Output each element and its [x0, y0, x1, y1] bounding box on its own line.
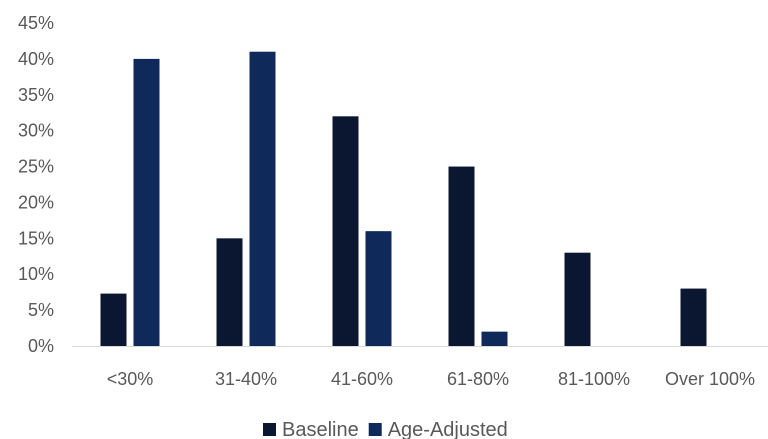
x-tick-label: 31-40%	[215, 369, 277, 389]
legend-swatch-age-adjusted	[368, 423, 382, 436]
x-tick-label: Over 100%	[665, 369, 755, 389]
x-axis-labels: <30% 31-40% 41-60% 61-80% 81-100% Over 100%	[107, 369, 755, 389]
y-tick-label: 35%	[18, 85, 54, 105]
legend-label-age-adjusted: Age-Adjusted	[388, 419, 508, 439]
y-tick-label: 40%	[18, 49, 54, 69]
y-tick-label: 45%	[18, 13, 54, 33]
bar-age-adjusted-0	[133, 58, 160, 347]
bar-baseline-5	[680, 288, 707, 346]
bar-age-adjusted-2	[365, 231, 392, 346]
bar-baseline-0	[100, 293, 127, 346]
y-tick-label: 30%	[18, 121, 54, 141]
bars	[100, 51, 707, 347]
x-tick-label: 41-60%	[331, 369, 393, 389]
legend-label-baseline: Baseline	[282, 419, 359, 439]
legend-swatch-baseline	[263, 423, 276, 436]
y-tick-label: 0%	[28, 336, 54, 356]
x-tick-label: <30%	[107, 369, 154, 389]
bar-baseline-4	[564, 252, 591, 346]
y-tick-label: 20%	[18, 192, 54, 212]
y-tick-label: 25%	[18, 157, 54, 177]
legend: Baseline Age-Adjusted	[263, 419, 508, 439]
y-tick-label: 15%	[18, 228, 54, 248]
bar-baseline-2	[332, 116, 359, 346]
bar-baseline-1	[216, 238, 243, 346]
x-tick-label: 61-80%	[447, 369, 509, 389]
bar-age-adjusted-1	[249, 51, 276, 346]
bar-baseline-3	[448, 166, 475, 346]
x-tick-label: 81-100%	[558, 369, 630, 389]
bar-age-adjusted-3	[481, 331, 508, 346]
y-axis-labels: 0% 5% 10% 15% 20% 25% 30% 35% 40% 45%	[18, 13, 54, 356]
y-tick-label: 10%	[18, 264, 54, 284]
y-tick-label: 5%	[28, 300, 54, 320]
